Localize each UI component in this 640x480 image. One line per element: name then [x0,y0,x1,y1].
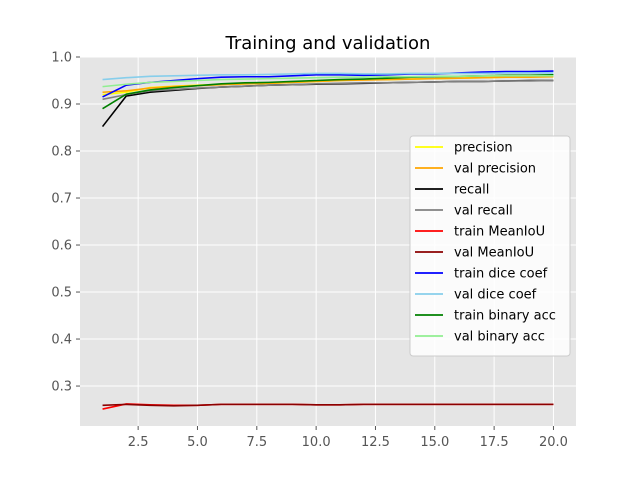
series-line-6 [102,70,554,98]
legend-label: val dice coef [454,288,537,303]
series-layer [101,70,554,410]
x-tick-label: 15.0 [420,435,449,450]
legend-label: train MeanIoU [454,225,545,240]
x-tick-label: 20.0 [539,435,568,450]
series-line-5 [102,403,554,407]
y-tick-label: 0.3 [51,380,72,395]
legend-box [409,135,571,357]
y-tick-label: 0.5 [51,286,72,301]
x-axis: 2.5 5.0 7.5 10.0 12.5 15.0 17.5 20.0 [128,426,568,450]
series-line-9 [102,75,554,88]
y-tick-label: 0.7 [51,192,72,207]
legend-label: precision [454,141,513,156]
y-tick-label: 0.9 [51,98,72,113]
y-tick-label: 0.8 [51,145,72,160]
x-tick-label: 12.5 [361,435,390,450]
x-tick-label: 10.0 [302,435,331,450]
y-tick-label: 0.6 [51,239,72,254]
legend-label: train binary acc [454,309,556,324]
x-tick-label: 7.5 [246,435,267,450]
chart-title: Training and validation [225,33,431,54]
y-tick-label: 0.4 [51,333,72,348]
legend: precision val precision recall val recall tr… [409,135,571,357]
legend-label: recall [454,183,489,198]
legend-label: val precision [454,162,536,177]
x-tick-label: 17.5 [480,435,509,450]
y-tick-label: 1.0 [51,51,72,66]
x-tick-label: 2.5 [128,435,149,450]
legend-label: val binary acc [454,330,545,345]
x-tick-label: 5.0 [187,435,208,450]
series-line-7 [102,72,554,81]
y-axis: 0.3 0.4 0.5 0.6 0.7 0.8 0.9 1.0 [51,51,80,395]
legend-label: val MeanIoU [454,246,534,261]
legend-label: train dice coef [454,267,548,282]
legend-label: val recall [454,204,513,219]
series-line-3 [102,79,554,101]
